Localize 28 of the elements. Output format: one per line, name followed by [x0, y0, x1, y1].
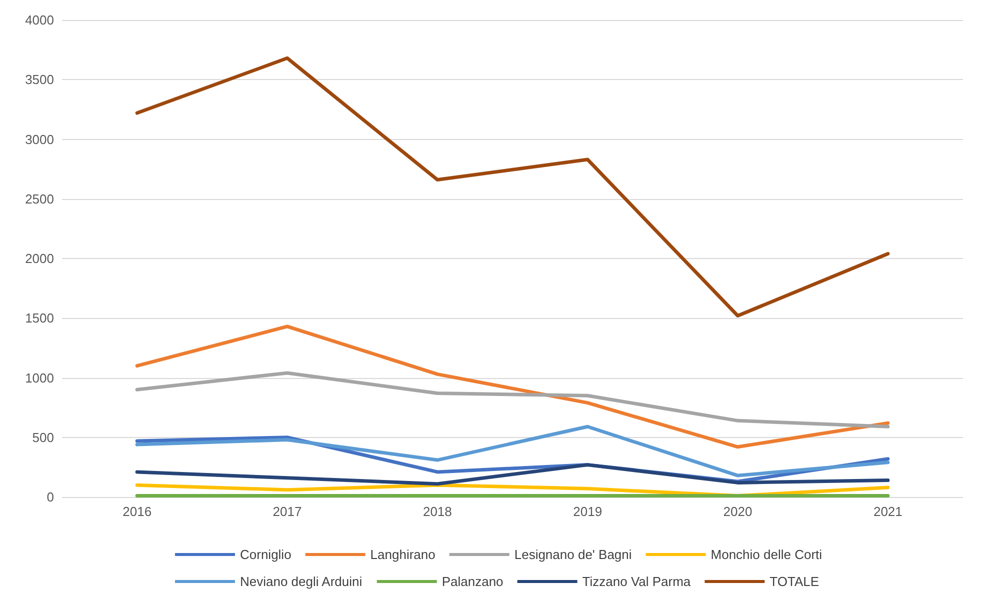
y-tick-label: 2500: [25, 191, 54, 206]
x-tick-label: 2019: [573, 504, 602, 519]
line-series: [135, 324, 890, 449]
legend-label: Palanzano: [442, 574, 504, 589]
x-tick-label: 2020: [723, 504, 752, 519]
legend-label: Monchio delle Corti: [710, 547, 822, 562]
line-series: [135, 463, 890, 486]
y-tick-label: 1000: [25, 370, 54, 386]
legend-label: Neviano degli Arduini: [240, 574, 362, 589]
x-tick-label: 2016: [122, 504, 152, 519]
y-tick-label: 500: [32, 430, 54, 445]
x-tick-label: 2017: [272, 504, 302, 519]
legend-label: Corniglio: [240, 547, 292, 562]
y-tick-label: 2000: [25, 251, 54, 266]
y-tick-label: 3500: [25, 72, 54, 88]
x-tick-label: 2018: [422, 504, 452, 519]
line-series: [135, 371, 890, 428]
x-tick-label: 2021: [873, 504, 902, 519]
line-series: [135, 56, 890, 318]
y-tick-label: 0: [46, 490, 54, 504]
legend-label: Langhirano: [370, 547, 436, 562]
y-tick-label: 4000: [25, 12, 54, 28]
y-tick-label: 3000: [25, 132, 54, 147]
legend-label: Lesignano de' Bagni: [514, 547, 632, 562]
legend-label: Tizzano Val Parma: [582, 574, 692, 589]
line-series: [135, 424, 890, 478]
y-tick-label: 1500: [25, 310, 54, 326]
legend-label: TOTALE: [770, 574, 820, 589]
